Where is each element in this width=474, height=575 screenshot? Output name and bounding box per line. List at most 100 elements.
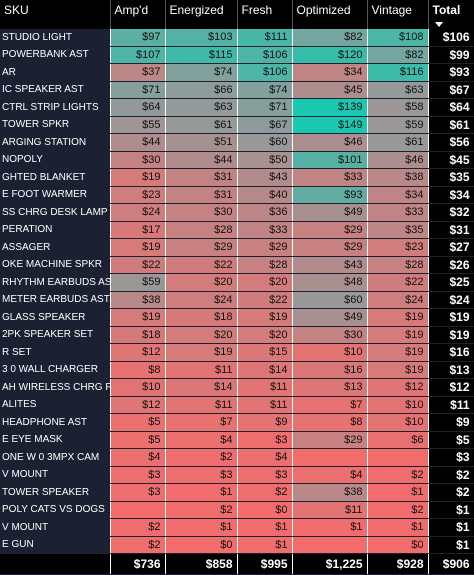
total-cell: $1 — [428, 536, 474, 554]
sku-cell: V MOUNT — [0, 518, 111, 537]
value-cell: $7 — [165, 413, 238, 432]
value-cell: $63 — [165, 98, 238, 117]
sku-cell: ONE W 0 3MPX CAM — [0, 448, 111, 467]
value-cell: $1 — [367, 518, 429, 537]
value-cell: $0 — [367, 536, 429, 554]
value-cell: $107 — [110, 46, 166, 64]
table-row: TOWER SPEAKER $3 $1 $2 $38 $1 $2 — [0, 483, 474, 502]
value-cell: $18 — [165, 308, 238, 327]
total-cell: $2 — [428, 466, 474, 484]
total-cell: $45 — [428, 151, 474, 169]
value-cell: $31 — [165, 186, 238, 204]
value-cell: $19 — [110, 308, 166, 327]
total-cell: $99 — [428, 46, 474, 64]
value-cell: $22 — [237, 291, 293, 309]
value-cell: $71 — [237, 98, 293, 117]
value-cell: $108 — [367, 29, 429, 47]
sku-cell: HEADPHONE AST — [0, 413, 111, 432]
totals-cell: $736 — [110, 553, 166, 575]
value-cell: $49 — [292, 203, 368, 222]
total-cell: $106 — [428, 29, 474, 47]
sku-cell: IC SPEAKER AST — [0, 81, 111, 99]
value-cell: $51 — [165, 133, 238, 152]
value-cell: $38 — [367, 168, 429, 187]
table-row: METER EARBUDS AST $38 $24 $22 $60 $24 $24 — [0, 291, 474, 309]
table-row: E EYE MASK $5 $4 $3 $29 $6 $5 — [0, 431, 474, 449]
value-cell: $8 — [110, 361, 166, 379]
total-cell: $35 — [428, 168, 474, 187]
value-cell: $20 — [237, 273, 293, 292]
table-row: ASSAGER $19 $29 $29 $29 $23 $27 — [0, 238, 474, 257]
sku-cell: AR — [0, 63, 111, 82]
table-row: OKE MACHINE SPKR $22 $22 $28 $43 $28 $26 — [0, 256, 474, 274]
total-cell: $34 — [428, 186, 474, 204]
value-cell: $19 — [367, 308, 429, 327]
total-cell: $1 — [428, 518, 474, 537]
value-cell: $2 — [110, 518, 166, 537]
total-cell: $25 — [428, 273, 474, 292]
value-cell: $103 — [165, 29, 238, 47]
value-cell: $1 — [367, 483, 429, 502]
value-cell: $33 — [367, 203, 429, 222]
sku-cell: ALITES — [0, 396, 111, 414]
value-cell: $28 — [165, 221, 238, 239]
table-row: GLASS SPEAKER $19 $18 $19 $49 $19 $19 — [0, 308, 474, 327]
sku-cell: E EYE MASK — [0, 431, 111, 449]
table-row: AR $37 $74 $106 $34 $116 $93 — [0, 63, 474, 82]
value-cell: $29 — [237, 238, 293, 257]
total-cell: $9 — [428, 413, 474, 432]
value-cell: $58 — [367, 98, 429, 117]
value-cell: $49 — [292, 308, 368, 327]
value-cell: $2 — [110, 536, 166, 554]
totals-label-cell — [0, 553, 111, 575]
value-cell: $4 — [237, 448, 293, 467]
value-cell — [292, 448, 368, 467]
value-cell: $43 — [292, 256, 368, 274]
value-cell: $139 — [292, 98, 368, 117]
value-cell: $1 — [237, 518, 293, 537]
value-cell: $0 — [237, 501, 293, 519]
value-cell: $24 — [367, 291, 429, 309]
value-cell: $55 — [110, 116, 166, 134]
value-cell: $61 — [165, 116, 238, 134]
value-cell: $10 — [110, 378, 166, 397]
sku-cell: GHTED BLANKET — [0, 168, 111, 187]
total-cell: $31 — [428, 221, 474, 239]
value-cell: $19 — [237, 308, 293, 327]
value-cell: $19 — [367, 326, 429, 344]
value-cell: $59 — [110, 273, 166, 292]
value-cell: $19 — [367, 343, 429, 362]
value-cell: $29 — [165, 238, 238, 257]
value-cell: $120 — [292, 46, 368, 64]
value-cell: $82 — [367, 46, 429, 64]
total-cell: $24 — [428, 291, 474, 309]
value-cell: $74 — [237, 81, 293, 99]
value-cell: $74 — [165, 63, 238, 82]
value-cell: $6 — [367, 431, 429, 449]
value-cell — [110, 501, 166, 519]
value-cell: $1 — [237, 536, 293, 554]
table-row: GHTED BLANKET $19 $31 $43 $33 $38 $35 — [0, 168, 474, 187]
value-cell: $8 — [292, 413, 368, 432]
value-cell: $20 — [237, 326, 293, 344]
table-row: SS CHRG DESK LAMP $24 $30 $36 $49 $33 $32 — [0, 203, 474, 222]
value-cell: $149 — [292, 116, 368, 134]
value-cell: $22 — [165, 256, 238, 274]
totals-cell: $928 — [367, 553, 429, 575]
sku-cell: TOWER SPKR — [0, 116, 111, 134]
table-row: NOPOLY $30 $44 $50 $101 $46 $45 — [0, 151, 474, 169]
total-cell: $93 — [428, 63, 474, 82]
value-cell: $11 — [165, 361, 238, 379]
value-cell: $10 — [367, 413, 429, 432]
table-row: HEADPHONE AST $5 $7 $9 $8 $10 $9 — [0, 413, 474, 432]
value-cell: $29 — [292, 238, 368, 257]
value-cell: $4 — [292, 466, 368, 484]
sku-cell: STUDIO LIGHT — [0, 29, 111, 47]
sku-cell: V MOUNT — [0, 466, 111, 484]
value-cell: $29 — [292, 431, 368, 449]
total-cell: $3 — [428, 448, 474, 467]
totals-cell: $906 — [428, 553, 474, 575]
value-cell: $20 — [165, 273, 238, 292]
sku-cell: ASSAGER — [0, 238, 111, 257]
